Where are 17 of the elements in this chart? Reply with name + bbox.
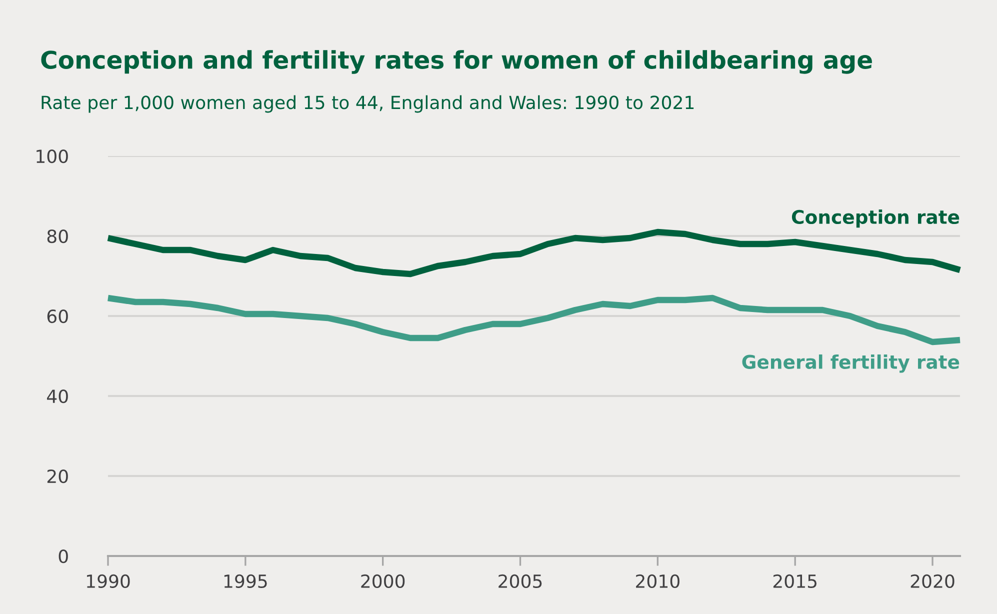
x-tick-label: 2010 (636, 574, 680, 588)
x-tick-label: 2020 (910, 574, 954, 588)
chart-subtitle: Rate per 1,000 women aged 15 to 44, England and Wales: 1990 to 2021 (42, 95, 694, 113)
y-tick-label: 100 (36, 149, 68, 164)
series-label: General fertility rate (742, 354, 960, 373)
chart-title: Conception and fertility rates for women of childbearing age (41, 50, 872, 74)
y-tick-label: 80 (47, 229, 68, 244)
x-tick-label: 2005 (498, 574, 542, 588)
series-label: Conception rate (792, 210, 960, 228)
y-tick-label: 60 (47, 309, 68, 324)
x-tick-label: 2015 (773, 574, 816, 588)
y-tick-label: 40 (47, 389, 68, 404)
x-tick-label: 1990 (87, 574, 130, 588)
x-tick-label: 1995 (224, 574, 267, 588)
x-tick-label: 2000 (361, 574, 405, 588)
y-tick-label: 20 (47, 469, 68, 484)
y-tick-label: 0 (58, 549, 68, 564)
